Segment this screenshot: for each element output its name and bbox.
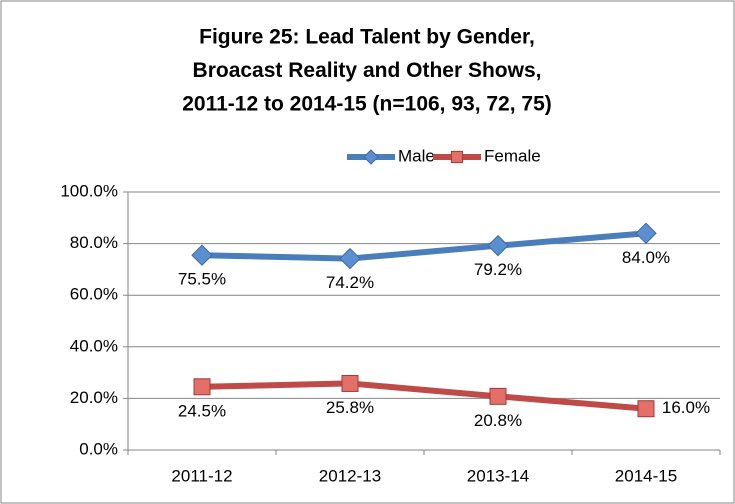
y-tick-label: 40.0%: [70, 336, 118, 355]
marker: [341, 374, 359, 392]
data-label: 74.2%: [326, 273, 374, 292]
data-label: 25.8%: [326, 398, 374, 417]
legend-label: Male: [398, 146, 435, 165]
y-tick-label: 80.0%: [70, 233, 118, 252]
marker: [489, 387, 507, 405]
chart-title: Broacast Reality and Other Shows,: [193, 59, 542, 82]
marker: [637, 400, 655, 418]
line: [201, 230, 647, 262]
marker: [450, 150, 464, 164]
marker: [193, 378, 211, 396]
data-label: 16.0%: [662, 398, 710, 417]
chart-title: Figure 25: Lead Talent by Gender,: [199, 26, 535, 49]
data-label: 79.2%: [474, 260, 522, 279]
x-tick-label: 2012-13: [319, 466, 381, 485]
x-tick-label: 2014-15: [615, 466, 677, 485]
legend-label: Female: [484, 146, 541, 165]
marker: [487, 234, 509, 257]
marker: [363, 149, 379, 165]
y-tick-label: 20.0%: [70, 388, 118, 407]
marker: [339, 247, 361, 270]
y-tick-label: 60.0%: [70, 285, 118, 304]
marker: [635, 222, 657, 244]
line: [201, 380, 647, 412]
y-tick-label: 0.0%: [79, 439, 118, 458]
marker: [191, 244, 213, 266]
data-label: 75.5%: [178, 270, 226, 289]
x-tick-label: 2011-12: [171, 466, 232, 485]
y-tick-label: 100.0%: [60, 181, 118, 200]
chart-title: 2011-12 to 2014-15 (n=106, 93, 72, 75): [182, 93, 552, 116]
data-label: 20.8%: [474, 411, 522, 430]
x-tick-label: 2013-14: [467, 466, 529, 485]
data-label: 24.5%: [178, 401, 226, 420]
data-label: 84.0%: [622, 248, 670, 267]
